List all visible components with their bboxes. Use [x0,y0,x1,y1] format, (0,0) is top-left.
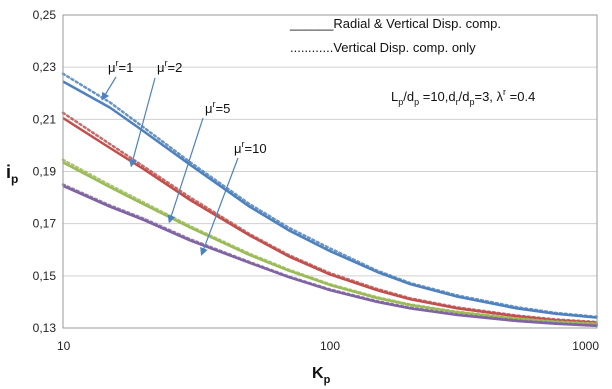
series-1-solid-line [62,80,598,319]
x-tick-label: 10 [57,339,71,353]
annotation-arrow [167,117,204,224]
series-3-solid-line [62,161,598,326]
x-axis-ticks: 10 100 1000 [57,339,599,353]
series-4-solid-line [62,184,598,328]
parameter-text: Lp/dp =10,dr/dp=3, λr =0.4 [391,87,535,107]
series-lines [61,72,599,328]
annotation-label: μr=1 [108,58,133,75]
plot-area-frame [62,14,598,329]
annotation-label: μr=2 [157,58,182,75]
annotation-arrow [101,76,117,101]
series-3-dotted-line [61,158,599,325]
legend: ______Radial & Vertical Disp. comp. ....… [289,16,501,55]
series-1-dotted-line [61,72,599,319]
y-tick-label: 0,23 [33,60,57,74]
legend-solid-label: ______Radial & Vertical Disp. comp. [289,16,501,31]
y-tick-label: 0,15 [33,269,57,283]
annotation-arrow [200,157,239,256]
y-tick-label: 0,25 [33,8,57,22]
annotation-label: μr=10 [234,139,267,156]
annotation-label: μr=5 [205,99,230,116]
y-tick-label: 0,21 [33,112,57,126]
annotation-arrow [129,77,156,168]
x-tick-label: 1000 [572,339,599,353]
series-annotations: μr=1 μr=2 μr=5 μr=10 [101,58,267,256]
y-tick-label: 0,13 [33,321,57,335]
x-tick-label: 100 [320,339,340,353]
series-2-solid-line [62,116,598,325]
legend-dotted-label: ............Vertical Disp. comp. only [290,40,476,55]
x-axis-title: Kp [312,365,331,386]
y-axis-ticks: 0,13 0,15 0,17 0,19 0,21 0,23 0,25 [33,8,57,335]
series-4-dotted-line [61,183,599,327]
y-axis-title: ip [6,162,18,186]
y-tick-label: 0,19 [33,165,57,179]
y-tick-label: 0,17 [33,217,57,231]
gridlines [63,14,597,329]
